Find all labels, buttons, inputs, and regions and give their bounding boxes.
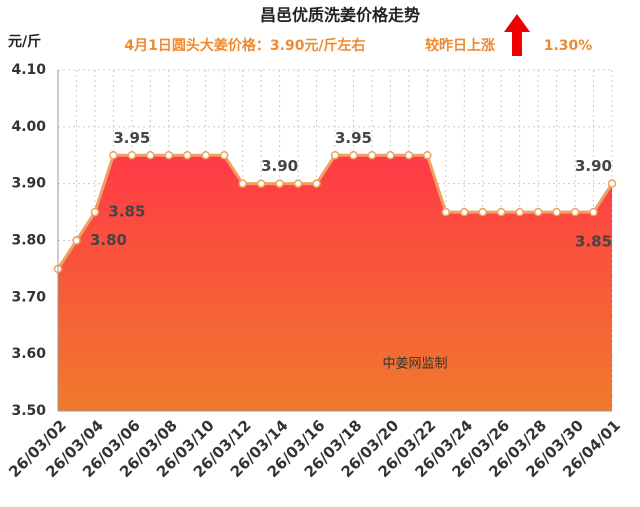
point-marker (275, 179, 284, 188)
data-label: 3.85 (108, 203, 145, 221)
point-marker (607, 179, 617, 188)
point-marker (293, 179, 303, 188)
data-label: 3.95 (335, 129, 372, 147)
point-marker (201, 151, 210, 160)
point-marker (256, 179, 266, 188)
change-value: 1.30% (544, 38, 593, 54)
point-marker (164, 151, 174, 160)
point-marker (552, 207, 561, 217)
y-tick-label: 3.80 (11, 233, 46, 249)
point-marker (183, 151, 192, 160)
data-label: 3.90 (261, 157, 298, 175)
point-marker (441, 207, 451, 217)
point-marker (127, 151, 137, 160)
point-marker (367, 151, 377, 160)
point-marker (478, 207, 487, 217)
area (58, 155, 612, 411)
point-marker (570, 207, 580, 217)
point-marker (109, 151, 118, 160)
y-tick-label: 4.00 (11, 119, 46, 135)
y-axis-label: 元/斤 (8, 33, 41, 50)
point-marker (460, 207, 469, 217)
point-marker (533, 207, 543, 217)
point-marker (515, 207, 524, 217)
point-marker (423, 151, 432, 160)
point-marker (404, 151, 414, 160)
data-label: 3.95 (113, 129, 150, 147)
subtitle: 4月1日圆头大姜价格：3.90元/斤左右 (124, 37, 365, 54)
data-label: 3.85 (575, 233, 612, 251)
up-arrow (504, 14, 530, 56)
data-label: 3.90 (575, 157, 612, 175)
point-marker (312, 179, 321, 188)
point-marker (349, 151, 358, 160)
point-marker (219, 151, 229, 160)
y-tick-label: 4.10 (11, 62, 46, 78)
point-marker (72, 236, 81, 245)
point-marker (238, 179, 247, 188)
point-marker (90, 207, 100, 217)
y-tick-label: 3.70 (11, 289, 46, 305)
y-tick-label: 3.60 (11, 346, 46, 362)
watermark: 中姜网监制 (382, 357, 447, 372)
point-marker (330, 151, 340, 160)
point-marker (589, 207, 598, 217)
change-text: 较昨日上涨 (425, 37, 495, 54)
point-marker (146, 151, 155, 160)
y-tick-label: 3.90 (11, 176, 46, 192)
point-marker (386, 151, 395, 160)
chart-title: 昌邑优质洗姜价格走势 (260, 6, 420, 25)
y-tick-label: 3.50 (11, 403, 46, 419)
point-marker (496, 207, 506, 217)
data-label: 3.80 (90, 231, 127, 249)
